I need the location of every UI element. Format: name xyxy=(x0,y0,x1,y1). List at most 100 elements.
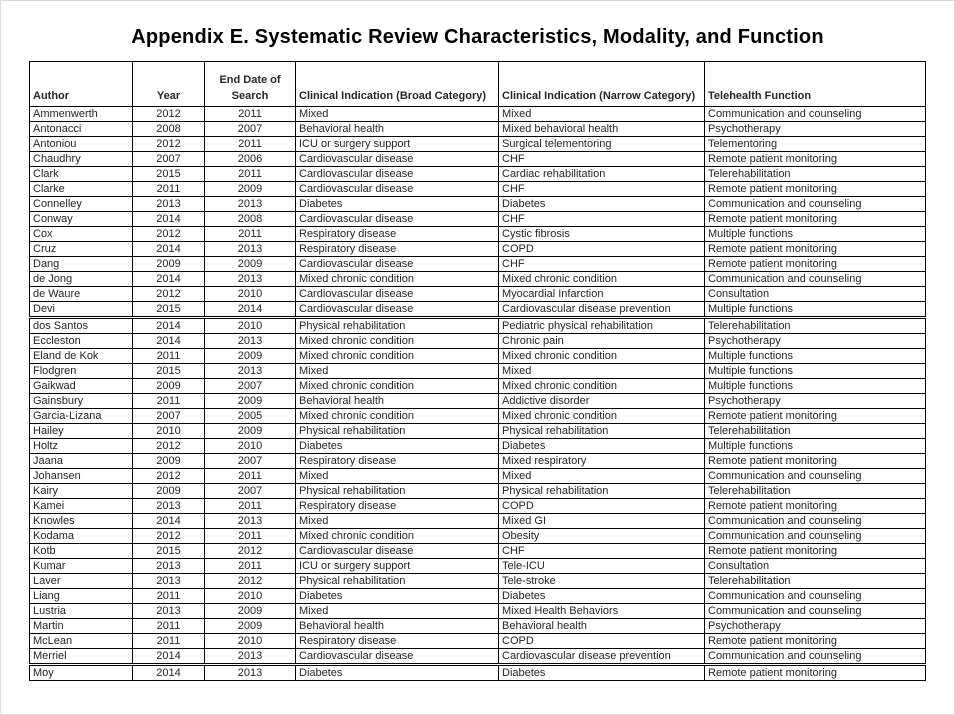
cell-broad: Mixed xyxy=(295,513,499,529)
cell-author: Devi xyxy=(29,301,133,318)
cell-end_date: 2008 xyxy=(204,211,296,227)
cell-narrow: COPD xyxy=(498,498,705,514)
column-header-year: Year xyxy=(132,61,205,107)
table-body: Ammenwerth 2012 2011 Mixed Mixed Communicatio… xyxy=(29,106,926,681)
cell-function: Remote patient monitoring xyxy=(704,151,926,167)
cell-broad: Physical rehabilitation xyxy=(295,573,499,589)
cell-year: 2014 xyxy=(132,333,205,349)
cell-year: 2011 xyxy=(132,181,205,197)
cell-year: 2009 xyxy=(132,483,205,499)
cell-function: Psychotherapy xyxy=(704,333,926,349)
cell-narrow: Tele-ICU xyxy=(498,558,705,574)
cell-narrow: Obesity xyxy=(498,528,705,544)
cell-function: Communication and counseling xyxy=(704,513,926,529)
cell-end_date: 2013 xyxy=(204,363,296,379)
cell-broad: Cardiovascular disease xyxy=(295,211,499,227)
cell-year: 2012 xyxy=(132,286,205,302)
cell-narrow: Mixed chronic condition xyxy=(498,408,705,424)
cell-end_date: 2011 xyxy=(204,528,296,544)
table-row: Johansen 2012 2011 Mixed Mixed Communication … xyxy=(29,468,926,484)
cell-function: Remote patient monitoring xyxy=(704,408,926,424)
cell-year: 2008 xyxy=(132,121,205,137)
cell-end_date: 2007 xyxy=(204,483,296,499)
cell-narrow: Tele-stroke xyxy=(498,573,705,589)
cell-function: Communication and counseling xyxy=(704,271,926,287)
cell-broad: Mixed chronic condition xyxy=(295,333,499,349)
cell-end_date: 2009 xyxy=(204,423,296,439)
cell-end_date: 2011 xyxy=(204,166,296,182)
cell-narrow: Diabetes xyxy=(498,196,705,212)
table-row: McLean 2011 2010 Respiratory disease COPD Rem… xyxy=(29,633,926,649)
cell-narrow: Diabetes xyxy=(498,438,705,454)
table-row: Hailey 2010 2009 Physical rehabilitation Phy… xyxy=(29,423,926,439)
cell-end_date: 2014 xyxy=(204,301,296,318)
cell-year: 2015 xyxy=(132,166,205,182)
cell-year: 2009 xyxy=(132,453,205,469)
cell-narrow: Mixed Health Behaviors xyxy=(498,603,705,619)
cell-author: Antoniou xyxy=(29,136,133,152)
cell-broad: Physical rehabilitation xyxy=(295,423,499,439)
table-row: Gaikwad 2009 2007 Mixed chronic condition Mi… xyxy=(29,378,926,394)
cell-broad: Cardiovascular disease xyxy=(295,151,499,167)
cell-narrow: Cardiovascular disease prevention xyxy=(498,301,705,318)
cell-end_date: 2013 xyxy=(204,241,296,257)
cell-narrow: Pediatric physical rehabilitation xyxy=(498,316,705,334)
cell-author: Antonacci xyxy=(29,121,133,137)
table-row: Martin 2011 2009 Behavioral health Behaviora… xyxy=(29,618,926,634)
cell-broad: Diabetes xyxy=(295,588,499,604)
table-row: Merriel 2014 2013 Cardiovascular disease Car… xyxy=(29,648,926,665)
cell-year: 2012 xyxy=(132,468,205,484)
table-row: Eccleston 2014 2013 Mixed chronic condition… xyxy=(29,333,926,349)
cell-year: 2007 xyxy=(132,151,205,167)
cell-year: 2007 xyxy=(132,408,205,424)
cell-function: Telerehabilitation xyxy=(704,483,926,499)
cell-author: Clarke xyxy=(29,181,133,197)
cell-function: Consultation xyxy=(704,558,926,574)
cell-broad: Behavioral health xyxy=(295,618,499,634)
column-header-function: Telehealth Function xyxy=(704,61,926,107)
cell-year: 2014 xyxy=(132,513,205,529)
cell-year: 2012 xyxy=(132,106,205,122)
cell-function: Telerehabilitation xyxy=(704,166,926,182)
cell-year: 2013 xyxy=(132,603,205,619)
cell-year: 2014 xyxy=(132,316,205,334)
cell-author: Eland de Kok xyxy=(29,348,133,364)
cell-year: 2013 xyxy=(132,498,205,514)
cell-broad: Respiratory disease xyxy=(295,453,499,469)
cell-year: 2012 xyxy=(132,136,205,152)
cell-end_date: 2011 xyxy=(204,106,296,122)
cell-narrow: Diabetes xyxy=(498,588,705,604)
cell-end_date: 2013 xyxy=(204,648,296,665)
table-row: Gainsbury 2011 2009 Behavioral health Addict… xyxy=(29,393,926,409)
cell-broad: Mixed xyxy=(295,603,499,619)
cell-narrow: Cardiovascular disease prevention xyxy=(498,648,705,665)
cell-author: Cruz xyxy=(29,241,133,257)
cell-broad: Mixed chronic condition xyxy=(295,408,499,424)
cell-year: 2014 xyxy=(132,271,205,287)
cell-author: Lustria xyxy=(29,603,133,619)
cell-broad: Mixed chronic condition xyxy=(295,271,499,287)
cell-author: Jaana xyxy=(29,453,133,469)
cell-narrow: Addictive disorder xyxy=(498,393,705,409)
cell-broad: Physical rehabilitation xyxy=(295,316,499,334)
cell-function: Telerehabilitation xyxy=(704,573,926,589)
cell-author: Moy xyxy=(29,663,133,681)
cell-broad: Diabetes xyxy=(295,196,499,212)
table-row: dos Santos 2014 2010 Physical rehabilitatio… xyxy=(29,316,926,334)
cell-narrow: Mixed respiratory xyxy=(498,453,705,469)
cell-end_date: 2011 xyxy=(204,136,296,152)
cell-broad: Diabetes xyxy=(295,438,499,454)
cell-function: Remote patient monitoring xyxy=(704,181,926,197)
cell-year: 2009 xyxy=(132,378,205,394)
cell-year: 2013 xyxy=(132,558,205,574)
cell-narrow: Mixed xyxy=(498,106,705,122)
table-row: Dang 2009 2009 Cardiovascular disease CHF Rem… xyxy=(29,256,926,272)
cell-year: 2014 xyxy=(132,648,205,665)
cell-year: 2015 xyxy=(132,301,205,318)
cell-narrow: Diabetes xyxy=(498,663,705,681)
cell-author: de Jong xyxy=(29,271,133,287)
cell-function: Remote patient monitoring xyxy=(704,211,926,227)
cell-narrow: CHF xyxy=(498,151,705,167)
cell-function: Multiple functions xyxy=(704,348,926,364)
